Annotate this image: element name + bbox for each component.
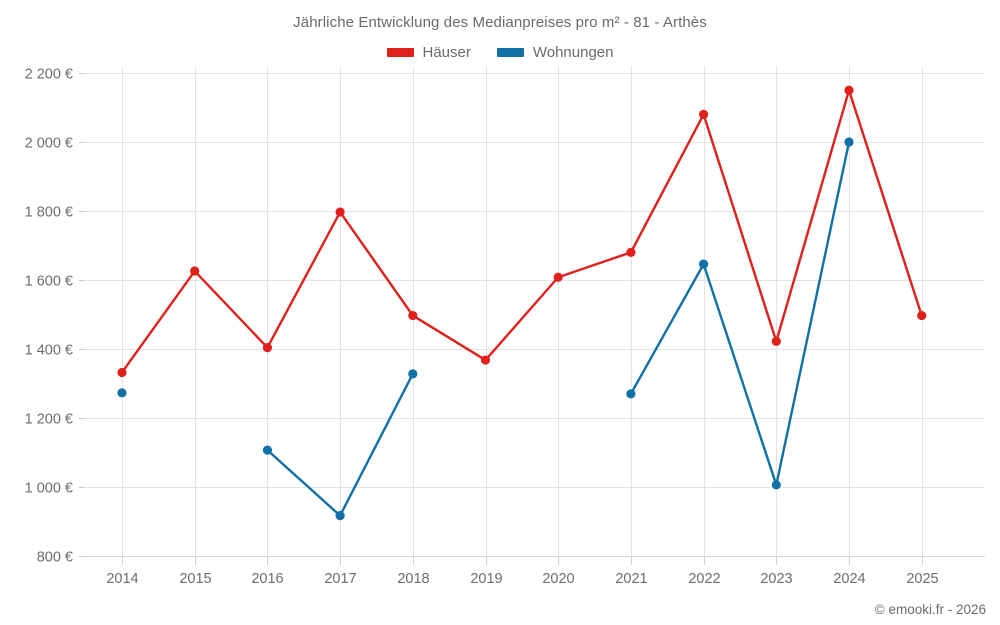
data-point — [262, 445, 272, 455]
x-axis-tick-label: 2020 — [542, 571, 574, 587]
chart-legend: Häuser Wohnungen — [0, 44, 1000, 61]
axis-ticks — [79, 73, 985, 565]
x-axis-tick-label: 2025 — [906, 571, 938, 587]
data-point — [553, 272, 563, 282]
data-point — [117, 367, 127, 378]
data-point — [117, 388, 127, 398]
x-axis-tick-label: 2021 — [615, 571, 647, 587]
credit-text: © emooki.fr - 2026 — [874, 602, 986, 617]
x-axis-tick-label: 2024 — [833, 571, 865, 587]
data-point — [335, 511, 345, 521]
data-point — [626, 247, 636, 257]
data-point — [917, 310, 927, 321]
x-axis-tick-label: 2023 — [760, 571, 792, 587]
x-axis-tick-label: 2016 — [251, 571, 283, 587]
data-point — [699, 259, 709, 269]
series-line-0 — [120, 89, 923, 374]
data-point — [844, 85, 854, 95]
series-line-1 — [629, 140, 851, 487]
legend-swatch-hauser — [386, 48, 414, 57]
x-axis-tick-label: 2015 — [179, 571, 211, 587]
y-axis-tick-label: 1 400 € — [25, 343, 73, 359]
data-series — [117, 85, 927, 521]
data-point — [771, 336, 781, 347]
data-point — [844, 137, 854, 147]
data-point — [699, 109, 709, 119]
legend-item-hauser[interactable]: Häuser — [386, 44, 471, 61]
y-axis-tick-label: 1 600 € — [25, 274, 73, 290]
y-axis-tick-label: 1 000 € — [25, 481, 73, 497]
y-axis-tick-label: 800 € — [37, 550, 73, 566]
data-point — [190, 266, 200, 276]
data-point — [408, 369, 418, 379]
x-axis-tick-label: 2022 — [688, 571, 720, 587]
legend-swatch-wohnungen — [496, 48, 524, 57]
chart-title: Jährliche Entwicklung des Medianpreises … — [293, 14, 707, 31]
y-axis-tick-label: 2 000 € — [25, 136, 73, 152]
data-point — [262, 343, 272, 353]
legend-label-hauser: Häuser — [422, 44, 471, 61]
y-axis-tick-label: 1 800 € — [25, 205, 73, 221]
data-point — [771, 480, 781, 490]
y-axis-tick-label: 2 200 € — [25, 67, 73, 83]
data-point — [335, 207, 345, 217]
x-axis-tick-label: 2017 — [324, 571, 356, 587]
data-point — [626, 389, 636, 399]
data-point — [480, 355, 491, 365]
data-point — [408, 310, 418, 321]
legend-item-wohnungen[interactable]: Wohnungen — [496, 44, 614, 61]
legend-label-wohnungen: Wohnungen — [532, 44, 614, 61]
y-axis-labels: 800 € 1 000 € 1 200 € 1 400 € 1 600 € 1 800 €… — [25, 67, 73, 566]
x-axis-tick-label: 2019 — [470, 571, 502, 587]
x-axis-tick-label: 2014 — [106, 571, 138, 587]
x-axis-tick-label: 2018 — [397, 571, 429, 587]
x-axis-labels: 2014 2015 2016 2017 2018 2019 2020 2021 2022 2023… — [106, 571, 938, 587]
y-axis-tick-label: 1 200 € — [25, 412, 73, 428]
